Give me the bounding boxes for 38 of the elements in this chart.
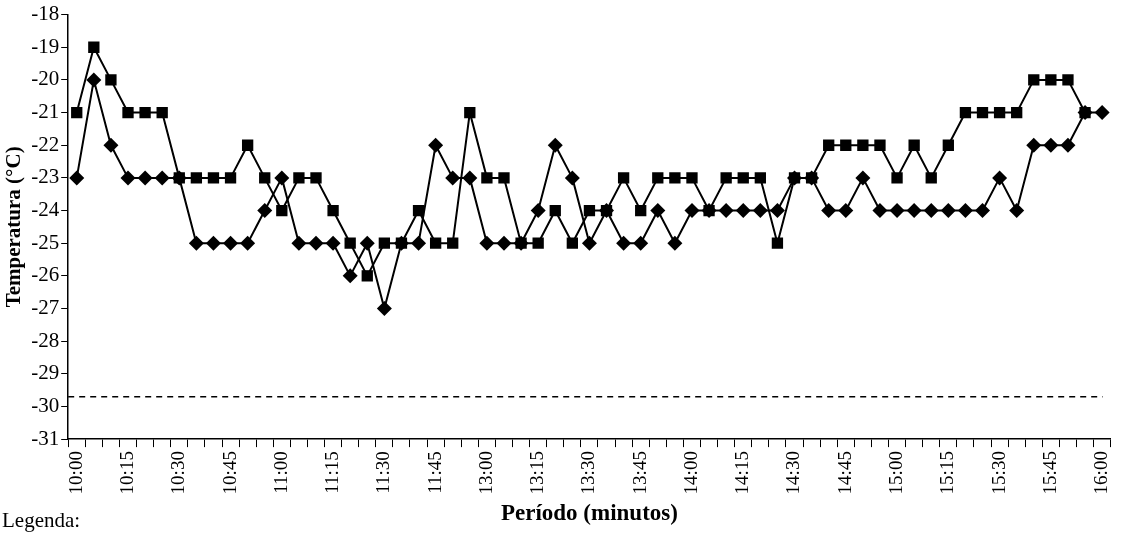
y-tick-label: -24 [31, 197, 60, 222]
x-tick-label: 14:15 [731, 451, 753, 495]
x-tick-label: 10:45 [218, 451, 240, 495]
text: Legenda: [2, 508, 81, 533]
y-tick-label: -23 [31, 164, 60, 189]
x-tick-label: 11:45 [423, 451, 445, 494]
y-tick-label: -28 [31, 327, 60, 352]
y-tick-label: -19 [31, 33, 60, 58]
x-tick-label: 11:00 [269, 451, 291, 494]
x-tick-label: 15:45 [1038, 451, 1060, 495]
x-tick-label: 15:30 [987, 451, 1009, 495]
x-tick-label: 10:30 [167, 451, 189, 495]
y-axis-title: Temperatura (°C) [1, 146, 26, 308]
x-tick-label: 13:00 [474, 451, 496, 495]
x-tick-label: 16:00 [1090, 451, 1112, 495]
x-tick-label: 14:45 [833, 451, 855, 495]
y-tick-label: -31 [31, 425, 60, 450]
y-tick-label: -18 [31, 1, 60, 26]
y-tick-label: -21 [31, 99, 60, 124]
x-tick-label: 10:15 [115, 451, 137, 495]
x-tick-label: 14:30 [782, 451, 804, 495]
x-tick-label: 15:00 [885, 451, 907, 495]
y-tick-label: -25 [31, 229, 60, 254]
x-tick-label: 10:00 [64, 451, 86, 495]
y-tick-label: -27 [31, 295, 60, 320]
x-axis-title: Período (minutos) [500, 500, 678, 526]
x-tick-label: 11:30 [372, 451, 394, 494]
y-tick-label: -26 [31, 262, 60, 287]
x-tick-label: 14:00 [679, 451, 701, 495]
y-tick-label: -29 [31, 360, 60, 385]
x-tick-label: 13:30 [577, 451, 599, 495]
x-tick-label: 11:15 [321, 451, 343, 494]
y-tick-label: -30 [31, 392, 60, 417]
y-tick-label: -20 [31, 66, 60, 91]
y-tick-label: -22 [31, 131, 60, 156]
x-tick-label: 13:45 [628, 451, 650, 495]
x-tick-label: 15:15 [936, 451, 958, 495]
x-tick-label: 13:15 [526, 451, 548, 495]
